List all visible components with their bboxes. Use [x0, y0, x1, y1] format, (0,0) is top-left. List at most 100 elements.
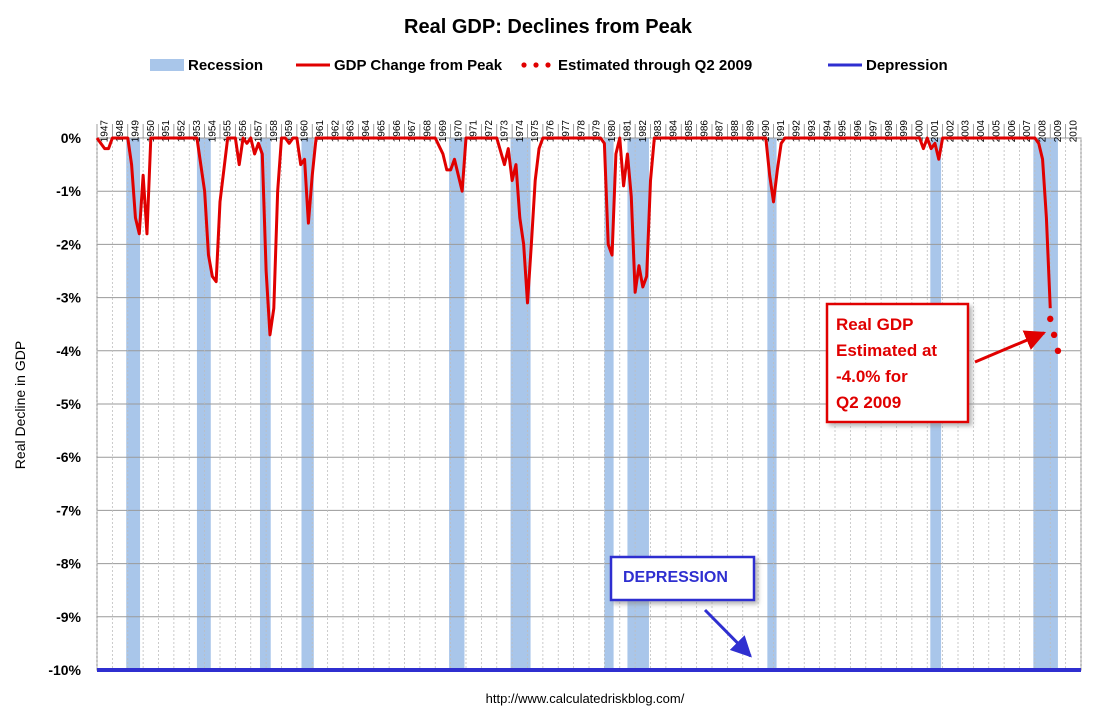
y-tick-label: -6%: [56, 449, 81, 465]
x-tick-label: 1978: [576, 120, 587, 143]
x-tick-label: 1975: [530, 120, 541, 143]
y-tick-label: -8%: [56, 556, 81, 572]
x-tick-label: 1967: [407, 120, 418, 143]
estimate-point: [1050, 331, 1058, 339]
x-tick-label: 1958: [269, 120, 280, 143]
depression-callout-text: DEPRESSION: [623, 569, 728, 586]
x-tick-label: 1947: [100, 120, 111, 143]
x-tick-label: 1961: [315, 120, 326, 143]
y-tick-label: -9%: [56, 609, 81, 625]
x-tick-label: 1954: [207, 120, 218, 143]
annotations: Real GDP Estimated at -4.0% for Q2 2009 DEPR…: [609, 302, 1047, 658]
x-tick-label: 1968: [423, 120, 434, 143]
legend-swatch-dot: [545, 62, 551, 68]
x-tick-label: 1960: [300, 120, 311, 143]
x-tick-label: 1989: [745, 120, 756, 143]
y-tick-label: 0%: [61, 130, 82, 146]
x-tick-label: 2004: [976, 120, 987, 143]
x-tick-label: 1999: [899, 120, 910, 143]
gridlines: [96, 137, 1082, 671]
x-tick-label: 2001: [930, 120, 941, 143]
legend: Recession GDP Change from Peak Estimated t…: [150, 57, 948, 74]
legend-label: Estimated through Q2 2009: [558, 57, 752, 74]
x-tick-label: 1986: [699, 120, 710, 143]
x-tick-label: 1950: [146, 120, 157, 143]
x-tick-label: 1977: [561, 120, 572, 143]
x-tick-label: 1976: [546, 120, 557, 143]
x-tick-label: 2010: [1068, 120, 1079, 143]
x-tick-label: 1973: [499, 120, 510, 143]
x-tick-label: 1994: [822, 120, 833, 143]
x-tick-label: 1970: [453, 120, 464, 143]
x-tick-label: 1963: [346, 120, 357, 143]
x-tick-label: 2008: [1038, 120, 1049, 143]
x-tick-label: 1956: [238, 120, 249, 143]
y-tick-label: -3%: [56, 290, 81, 306]
x-tick-label: 1983: [653, 120, 664, 143]
x-tick-label: 1959: [284, 120, 295, 143]
x-tick-label: 1985: [684, 120, 695, 143]
x-axis-ticks: 1947 1948 1949 1950 1951 1952 1953 1954 1955 1956…: [96, 120, 1079, 143]
y-tick-label: -10%: [48, 662, 81, 678]
series-layer: [95, 136, 1081, 672]
estimate-point: [1054, 347, 1062, 354]
x-tick-label: 1965: [376, 120, 387, 143]
x-tick-label: 1979: [592, 120, 603, 143]
x-tick-label: 1998: [884, 120, 895, 143]
x-tick-label: 1974: [515, 120, 526, 143]
x-tick-label: 1969: [438, 120, 449, 143]
x-tick-label: 1993: [807, 120, 818, 143]
y-tick-label: -5%: [56, 396, 81, 412]
depression-arrow: [703, 608, 752, 658]
q2-estimate-callout-text: Real GDP: [836, 315, 913, 334]
source-url: http://www.calculatedriskblog.com/: [486, 691, 685, 706]
x-tick-label: 1957: [253, 120, 264, 143]
q2-estimate-callout-text: Estimated at: [836, 341, 937, 360]
x-tick-label: 1990: [761, 120, 772, 143]
legend-label: GDP Change from Peak: [334, 57, 503, 74]
y-axis-label: Real Decline in GDP: [12, 341, 28, 469]
depression-callout-box: [609, 555, 756, 602]
y-axis-ticks: 0% -1% -2% -3% -4% -5% -6% -7% -8% -9% -10%: [48, 130, 81, 678]
q2-estimate-arrow: [974, 330, 1047, 364]
legend-swatch-dot: [533, 62, 539, 68]
x-tick-label: 1991: [776, 120, 787, 143]
estimate-point: [1047, 315, 1054, 323]
x-tick-label: 2007: [1022, 120, 1033, 143]
legend-label: Depression: [866, 57, 948, 74]
x-tick-label: 1995: [838, 120, 849, 143]
x-tick-label: 1949: [130, 120, 141, 143]
x-tick-label: 2000: [915, 120, 926, 143]
x-tick-label: 1948: [115, 120, 126, 143]
x-tick-label: 1952: [177, 120, 188, 143]
x-tick-label: 1971: [469, 120, 480, 143]
y-tick-label: -7%: [56, 502, 81, 518]
x-tick-label: 1964: [361, 120, 372, 143]
x-tick-label: 2005: [991, 120, 1002, 143]
x-tick-label: 1984: [669, 120, 680, 143]
legend-swatch-dot: [521, 62, 527, 68]
x-tick-label: 1951: [161, 120, 172, 143]
x-tick-label: 2009: [1053, 120, 1064, 143]
chart-title: Real GDP: Declines from Peak: [404, 16, 693, 38]
x-tick-label: 2006: [1007, 120, 1018, 143]
q2-estimate-callout-box: [825, 302, 970, 424]
x-tick-label: 1966: [392, 120, 403, 143]
x-tick-label: 1996: [853, 120, 864, 143]
y-tick-label: -2%: [56, 236, 81, 252]
legend-label: Recession: [188, 57, 263, 74]
y-tick-label: -4%: [56, 343, 81, 359]
y-tick-label: -1%: [56, 183, 81, 199]
q2-estimate-callout-text: Q2 2009: [836, 393, 901, 412]
x-tick-label: 1992: [792, 120, 803, 143]
x-tick-label: 1972: [484, 120, 495, 143]
x-tick-label: 1982: [638, 120, 649, 143]
x-tick-label: 1980: [607, 120, 618, 143]
gdp-change-line: [95, 136, 1052, 337]
x-tick-label: 2003: [961, 120, 972, 143]
x-tick-label: 2002: [945, 120, 956, 143]
q2-estimate-callout-text: -4.0% for: [836, 367, 908, 386]
x-tick-label: 1953: [192, 120, 203, 143]
